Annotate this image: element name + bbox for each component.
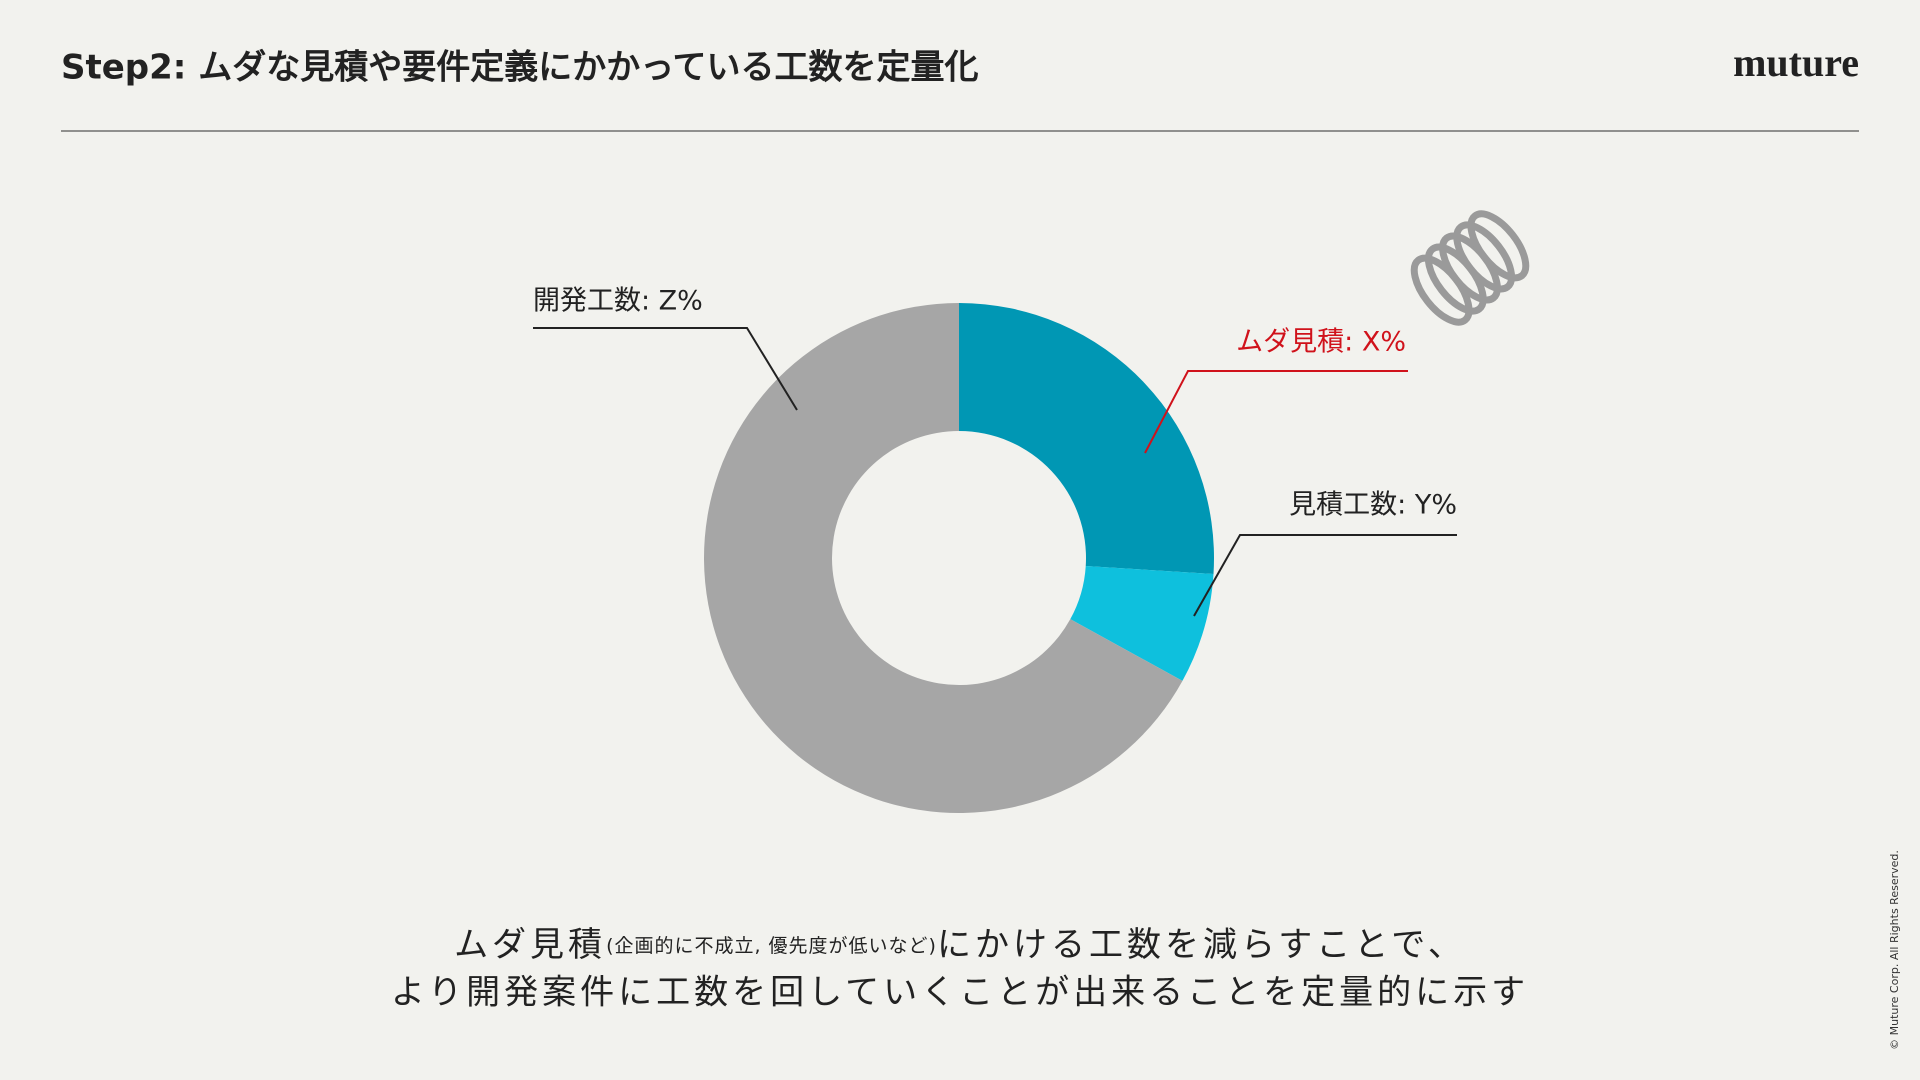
caption-lead: ムダ見積 <box>454 925 606 965</box>
segment-label: 開発工数: Z% <box>533 286 703 317</box>
caption-note: (企画的に不成立, 優先度が低いなど) <box>606 935 937 957</box>
leader-line <box>533 327 798 411</box>
donut-segment <box>1070 565 1214 681</box>
caption-rest: にかける工数を減らすことで、 <box>937 925 1466 965</box>
spring-icon <box>1410 210 1530 326</box>
caption-line2: より開発案件に工数を回していくことが出来ることを定量的に示す <box>391 973 1529 1013</box>
slide-title: Step2: ムダな見積や要件定義にかかっている工数を定量化 <box>61 48 979 88</box>
logo: muture <box>1733 40 1859 85</box>
copyright: © Muture Corp. All Rights Reserved. <box>1888 850 1901 1050</box>
segment-label: ムダ見積: X% <box>1236 327 1406 358</box>
leader-line <box>1193 534 1457 617</box>
segment-label: 見積工数: Y% <box>1289 490 1457 521</box>
donut-segment <box>959 303 1214 575</box>
donut-segment <box>704 303 1183 814</box>
leader-line <box>1144 370 1408 454</box>
caption-line1: ムダ見積(企画的に不成立, 優先度が低いなど)にかける工数を減らすことで、 <box>454 925 1466 965</box>
